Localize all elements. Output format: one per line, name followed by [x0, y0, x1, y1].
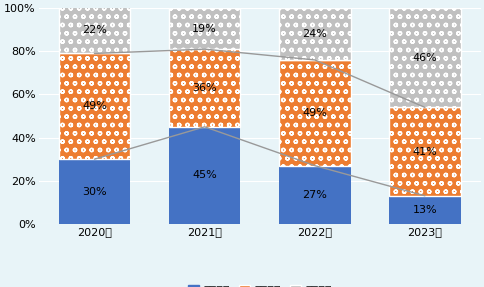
- Text: 46%: 46%: [412, 53, 437, 63]
- Bar: [388, 107, 460, 196]
- Text: 24%: 24%: [302, 29, 327, 39]
- Text: 49%: 49%: [302, 108, 327, 118]
- Text: 22%: 22%: [82, 25, 106, 35]
- Text: 36%: 36%: [192, 83, 216, 93]
- Bar: [388, 196, 460, 224]
- Bar: [168, 49, 240, 127]
- Bar: [278, 8, 350, 60]
- Bar: [168, 8, 240, 49]
- Bar: [59, 53, 130, 159]
- Text: 45%: 45%: [192, 170, 216, 180]
- Text: 30%: 30%: [82, 187, 106, 197]
- Text: 13%: 13%: [412, 205, 437, 215]
- Legend: 改善する, 現状維持, 悪化する: 改善する, 現状維持, 悪化する: [183, 281, 335, 287]
- Text: 49%: 49%: [82, 101, 106, 111]
- Text: 27%: 27%: [302, 190, 327, 200]
- Text: 41%: 41%: [412, 147, 437, 157]
- Bar: [59, 159, 130, 224]
- Bar: [59, 6, 130, 53]
- Bar: [388, 8, 460, 107]
- Text: 19%: 19%: [192, 24, 216, 34]
- Bar: [168, 127, 240, 224]
- Bar: [278, 60, 350, 166]
- Bar: [278, 166, 350, 224]
